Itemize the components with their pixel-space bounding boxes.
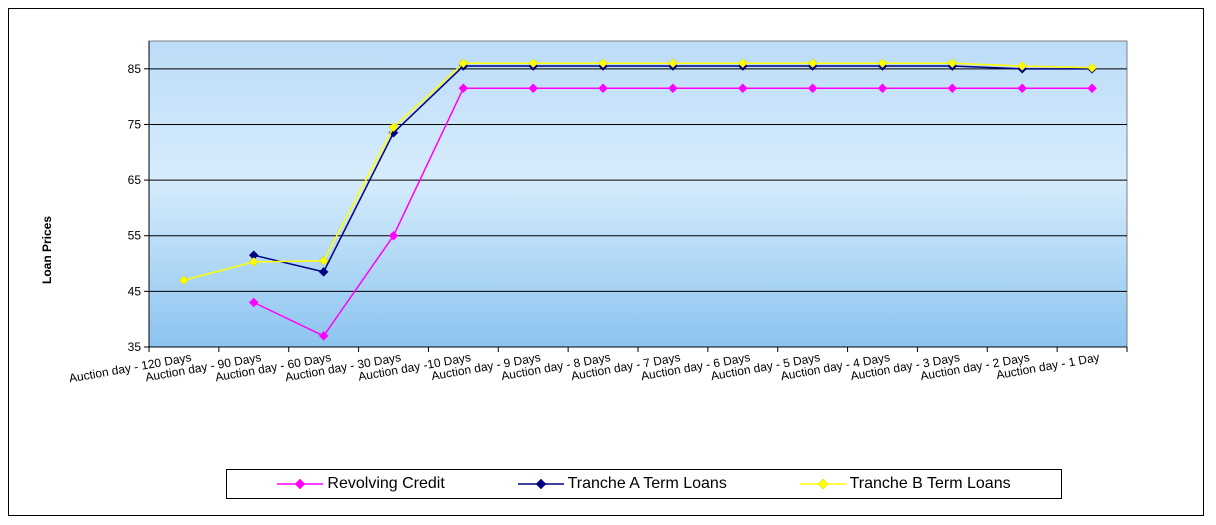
legend-item: Tranche B Term Loans [799, 475, 1011, 493]
data-point [179, 275, 189, 286]
series-tranche-b-term-loans [179, 58, 1097, 286]
data-point [668, 58, 678, 69]
data-point [528, 83, 539, 94]
y-tick-label: 35 [128, 340, 142, 354]
chart-frame: 35 45 55 65 75 85 Auction day - 120 Days Aucti… [8, 8, 1204, 516]
data-point [318, 331, 329, 341]
legend-label: Tranche B Term Loans [849, 475, 1011, 492]
legend-swatch [517, 478, 564, 490]
y-tick-label: 65 [128, 173, 142, 187]
data-point [598, 58, 608, 69]
data-point [947, 83, 958, 94]
y-tick-label: 55 [128, 229, 142, 243]
y-tick-label: 85 [128, 62, 142, 76]
data-point [528, 58, 539, 69]
data-point [248, 297, 259, 308]
data-point [1017, 61, 1028, 71]
data-point [318, 267, 329, 277]
y-axis-title: Loan Prices [40, 216, 54, 284]
series-line [183, 62, 1093, 281]
data-point [1087, 62, 1097, 73]
data-point [598, 83, 608, 94]
data-point [947, 58, 958, 69]
legend-swatch [799, 478, 846, 490]
grid-lines [149, 68, 1127, 292]
legend-item: Tranche A Term Loans [517, 475, 727, 493]
data-point [248, 257, 259, 267]
data-point [807, 58, 818, 69]
data-point [388, 122, 399, 133]
data-point [1017, 83, 1028, 94]
legend-label: Tranche A Term Loans [567, 475, 727, 492]
data-point [1087, 83, 1097, 94]
data-point [737, 58, 748, 69]
data-point [318, 255, 329, 266]
legend-label: Revolving Credit [327, 475, 445, 492]
data-point [458, 58, 469, 69]
line-chart: 35 45 55 65 75 85 Auction day - 120 DaysAucti… [40, 40, 1128, 386]
legend: Revolving Credit Tranche A Term Loans Tr… [226, 469, 1062, 499]
series-revolving-credit [248, 83, 1097, 341]
data-point [807, 83, 818, 94]
legend-item: Revolving Credit [277, 475, 445, 493]
y-axis-ticks: 35 45 55 65 75 85 [128, 41, 150, 354]
data-point [668, 83, 678, 94]
y-tick-label: 45 [128, 284, 142, 298]
legend-swatch [277, 478, 324, 490]
plot-area [148, 40, 1128, 348]
data-point [877, 83, 888, 94]
series-layer [179, 58, 1097, 341]
data-point [458, 83, 469, 94]
y-tick-label: 75 [128, 117, 142, 131]
data-point [388, 230, 399, 241]
data-point [877, 58, 888, 69]
data-point [737, 83, 748, 94]
